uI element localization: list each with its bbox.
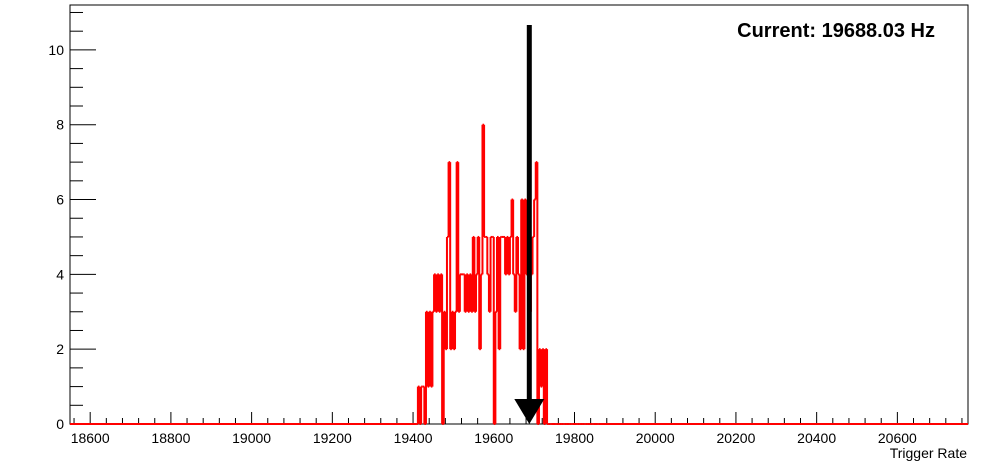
x-tick-label: 19400 — [394, 430, 433, 446]
y-tick-label: 8 — [56, 117, 64, 133]
x-tick-label: 20400 — [797, 430, 836, 446]
y-tick-label: 4 — [56, 266, 64, 282]
x-axis-title: Trigger Rate — [890, 445, 968, 461]
y-tick-label: 0 — [56, 416, 64, 432]
arrow-head — [514, 399, 545, 424]
x-axis-ticks: 18600 18800 19000 19200 19400 19600 19800 20000… — [71, 412, 963, 446]
histogram-series — [70, 123, 968, 425]
x-tick-label: 19000 — [232, 430, 271, 446]
plot-frame — [69, 4, 969, 425]
x-tick-label: 20200 — [716, 430, 755, 446]
x-tick-label: 19200 — [313, 430, 352, 446]
x-tick-label: 19600 — [474, 430, 513, 446]
x-tick-label: 18600 — [71, 430, 110, 446]
current-rate-arrow — [514, 25, 545, 424]
x-tick-label: 18800 — [151, 430, 190, 446]
x-tick-label: 20600 — [878, 430, 917, 446]
current-rate-label: Current: 19688.03 Hz — [737, 20, 935, 42]
y-tick-label: 10 — [48, 42, 64, 58]
x-tick-label: 19800 — [555, 430, 594, 446]
y-tick-label: 6 — [56, 192, 64, 208]
y-tick-label: 2 — [56, 341, 64, 357]
x-tick-label: 20000 — [636, 430, 675, 446]
